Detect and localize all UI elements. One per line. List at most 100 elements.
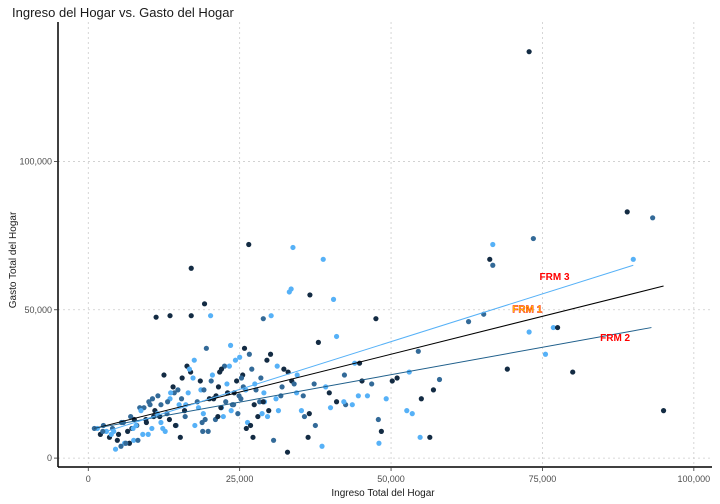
data-point xyxy=(311,381,317,387)
data-point xyxy=(319,443,325,449)
data-point xyxy=(177,434,183,440)
x-axis-ticks: 0 25,000 50,000 75,000 100,000 xyxy=(86,467,710,484)
y-tick-label: 100,000 xyxy=(19,156,52,166)
data-point xyxy=(208,313,214,319)
data-point xyxy=(246,241,252,248)
data-point xyxy=(147,402,153,408)
data-point xyxy=(172,422,179,429)
data-point xyxy=(185,390,191,396)
data-point xyxy=(294,372,300,378)
x-tick-label: 50,000 xyxy=(377,474,405,484)
data-point xyxy=(526,329,532,335)
axes xyxy=(57,22,712,468)
data-point xyxy=(145,431,151,437)
data-point xyxy=(197,378,203,384)
x-tick-label: 75,000 xyxy=(529,474,557,484)
data-point xyxy=(526,49,532,55)
data-point xyxy=(375,416,381,423)
y-tick-label: 50,000 xyxy=(24,305,52,315)
regression-label: FRM 3 xyxy=(540,272,570,283)
data-point xyxy=(143,419,150,426)
data-point xyxy=(203,345,209,351)
data-point xyxy=(161,372,167,378)
data-point xyxy=(261,390,267,396)
data-point xyxy=(266,408,272,414)
data-point xyxy=(247,422,254,429)
data-point xyxy=(307,292,313,298)
data-point xyxy=(315,339,321,345)
data-point xyxy=(209,372,216,378)
data-point xyxy=(111,428,117,434)
data-point xyxy=(238,375,245,381)
data-point xyxy=(153,314,159,320)
data-point xyxy=(364,393,371,399)
data-point xyxy=(235,411,241,417)
data-point xyxy=(268,313,274,319)
regression-lines xyxy=(94,264,664,432)
data-point xyxy=(418,396,424,402)
data-point xyxy=(258,375,264,381)
y-axis-title: Gasto Total del Hogar xyxy=(8,211,19,308)
data-point xyxy=(100,428,106,434)
data-point xyxy=(234,378,240,384)
data-point xyxy=(355,393,361,399)
data-point xyxy=(201,387,207,393)
data-point xyxy=(305,434,311,440)
data-point xyxy=(284,449,291,455)
data-point xyxy=(192,422,198,429)
data-point xyxy=(138,408,144,414)
data-point xyxy=(178,396,185,402)
data-point xyxy=(228,408,234,414)
data-point xyxy=(250,434,256,440)
data-point xyxy=(415,348,421,354)
data-point xyxy=(241,345,248,351)
data-point xyxy=(188,265,194,271)
data-point xyxy=(383,396,389,402)
data-point xyxy=(487,256,493,262)
data-point xyxy=(218,405,224,411)
data-point xyxy=(162,428,168,434)
data-point xyxy=(168,390,174,396)
data-point xyxy=(176,402,182,408)
data-point xyxy=(298,408,305,414)
data-point xyxy=(199,419,205,426)
data-point xyxy=(430,387,437,393)
data-point xyxy=(306,411,312,417)
data-point xyxy=(215,413,221,420)
data-point xyxy=(327,405,334,411)
data-point xyxy=(490,241,496,248)
data-point xyxy=(279,384,285,390)
data-point xyxy=(205,428,211,434)
data-point xyxy=(201,301,208,307)
data-point xyxy=(123,440,129,446)
data-point xyxy=(149,425,155,432)
data-point xyxy=(259,411,265,417)
data-point xyxy=(554,324,561,331)
data-point xyxy=(246,351,252,357)
data-point xyxy=(215,384,222,390)
data-point xyxy=(224,381,230,387)
data-point xyxy=(330,296,337,302)
data-point xyxy=(243,425,249,432)
data-point xyxy=(223,399,229,405)
data-point xyxy=(427,434,433,440)
data-point xyxy=(369,381,375,387)
chart-title: Ingreso del Hogar vs. Gasto del Hogar xyxy=(12,5,234,20)
data-point xyxy=(227,342,234,348)
data-point xyxy=(326,390,332,396)
data-point xyxy=(465,319,472,325)
data-point xyxy=(389,378,395,384)
data-point xyxy=(114,437,120,443)
data-point xyxy=(349,402,355,408)
data-point xyxy=(226,363,232,369)
data-point xyxy=(267,351,274,357)
data-point xyxy=(135,437,141,443)
data-point xyxy=(112,446,119,452)
data-point xyxy=(542,351,549,357)
data-point xyxy=(436,376,443,383)
data-point xyxy=(249,366,255,372)
data-point xyxy=(630,256,636,262)
regression-line xyxy=(94,285,664,429)
regression-label: FRM 2 xyxy=(600,333,630,344)
regression-label: FRM 1 xyxy=(512,305,542,316)
